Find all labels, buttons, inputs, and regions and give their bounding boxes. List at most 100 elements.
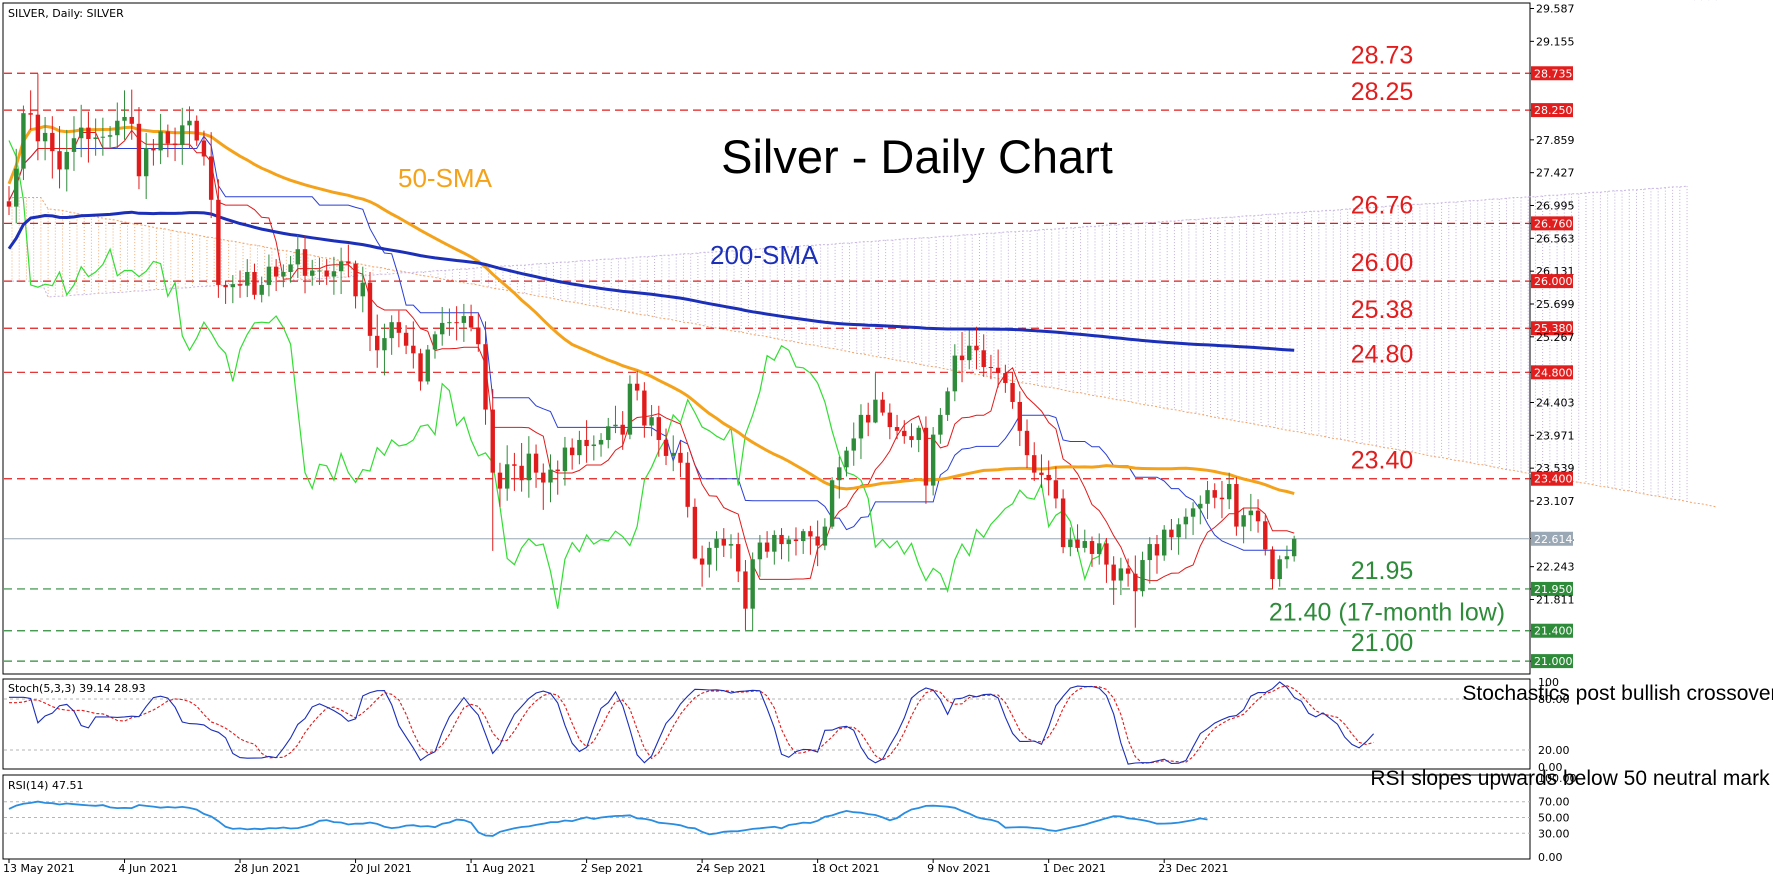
candle <box>1125 558 1131 587</box>
level-label: 23.40 <box>1351 447 1414 475</box>
candle <box>1097 533 1102 565</box>
candle-body <box>216 199 221 285</box>
candle <box>1205 481 1210 519</box>
candle-body <box>822 526 828 546</box>
candle-body <box>707 547 712 565</box>
candle-body <box>107 135 113 137</box>
candle <box>1060 489 1066 554</box>
y-tick-label: 28.735 <box>1534 67 1573 80</box>
candle <box>649 405 654 437</box>
candle <box>389 315 394 355</box>
candle-body <box>526 453 532 481</box>
rsi-header: RSI(14) 47.51 <box>8 779 83 792</box>
level-tag-bg <box>1531 66 1573 81</box>
candle-body <box>764 542 770 552</box>
candle-body <box>411 345 416 354</box>
candle <box>151 139 156 166</box>
candle-body <box>1075 539 1080 548</box>
candle-body <box>938 414 943 435</box>
candle <box>375 314 380 368</box>
candle-body <box>1068 539 1073 548</box>
candle-body <box>1133 573 1138 592</box>
y-tick-label: 26.563 <box>1536 232 1575 245</box>
candle-body <box>858 414 864 439</box>
candle-body <box>172 143 178 146</box>
candle <box>396 310 402 348</box>
last-price-tag-bg <box>1531 531 1573 546</box>
candle-body <box>627 383 633 435</box>
candle-body <box>353 263 358 297</box>
candle-body <box>194 120 199 141</box>
candle <box>728 534 734 559</box>
candle <box>165 124 171 158</box>
candle <box>367 272 373 352</box>
candle-body <box>180 125 185 146</box>
candle-body <box>671 452 676 456</box>
candle <box>122 90 127 140</box>
candle <box>837 456 842 499</box>
candle <box>180 107 185 165</box>
candle-body <box>266 266 272 285</box>
candle <box>981 334 986 377</box>
candle-body <box>1060 498 1066 548</box>
candle-body <box>952 355 958 392</box>
y-tick-label: 23.400 <box>1534 473 1573 486</box>
candle <box>317 257 322 285</box>
y-tick-label: 25.267 <box>1536 331 1575 344</box>
candle <box>1270 546 1275 589</box>
candle-body <box>512 464 517 466</box>
candle <box>360 266 365 313</box>
y-tick-label: 21.400 <box>1534 625 1573 638</box>
stoch-y-label: 100 <box>1538 676 1559 689</box>
candle-body <box>223 284 228 288</box>
candle-body <box>887 412 893 428</box>
x-tick-label: 24 Sep 2021 <box>696 862 766 875</box>
main-header: SILVER, Daily: SILVER <box>8 7 124 20</box>
candle-body <box>302 249 308 276</box>
candle <box>512 452 517 491</box>
candle <box>172 127 178 162</box>
candle-body <box>1226 484 1232 500</box>
candle-body <box>497 472 503 489</box>
candle-body <box>259 284 264 295</box>
x-tick-label: 11 Aug 2021 <box>465 862 535 875</box>
candle <box>959 332 965 383</box>
candle-body <box>490 409 495 473</box>
candle-body <box>483 344 488 410</box>
candle-body <box>916 427 921 440</box>
rsi-note: RSI slopes upwards below 50 neutral mark <box>1370 767 1770 790</box>
candle-body <box>1263 521 1268 550</box>
candle <box>1248 493 1254 532</box>
candle-body <box>1248 510 1254 516</box>
candle <box>779 528 784 560</box>
candle-body <box>750 559 755 609</box>
candle-body <box>663 439 669 456</box>
x-tick-label: 2 Sep 2021 <box>581 862 644 875</box>
candle-body <box>100 136 106 138</box>
rsi-y-label: 50.00 <box>1538 812 1570 825</box>
candle <box>497 462 503 507</box>
level-label: 28.73 <box>1351 41 1414 69</box>
candle-body <box>447 322 452 324</box>
sma200-label: 200-SMA <box>710 240 819 270</box>
candle <box>382 323 387 376</box>
time-axis: 13 May 2021 4 Jun 2021 28 Jun 2021 20 Jul 2… <box>3 859 1228 875</box>
senkou-span-a <box>12 197 1717 508</box>
candle-body <box>1104 543 1109 565</box>
candle <box>1291 535 1297 562</box>
candle <box>562 436 568 486</box>
candle <box>685 452 690 518</box>
candle <box>324 259 329 285</box>
y-tick-label: 25.699 <box>1536 298 1575 311</box>
level-tag-bg <box>1531 103 1573 118</box>
candle <box>671 435 676 472</box>
candle-body <box>324 270 329 277</box>
candle <box>1284 545 1290 569</box>
candle <box>822 518 828 551</box>
candle-body <box>584 439 589 447</box>
candle-body <box>1198 503 1203 509</box>
candle <box>115 102 120 149</box>
candle <box>1277 555 1282 587</box>
candle <box>555 460 560 495</box>
candle <box>208 132 214 219</box>
